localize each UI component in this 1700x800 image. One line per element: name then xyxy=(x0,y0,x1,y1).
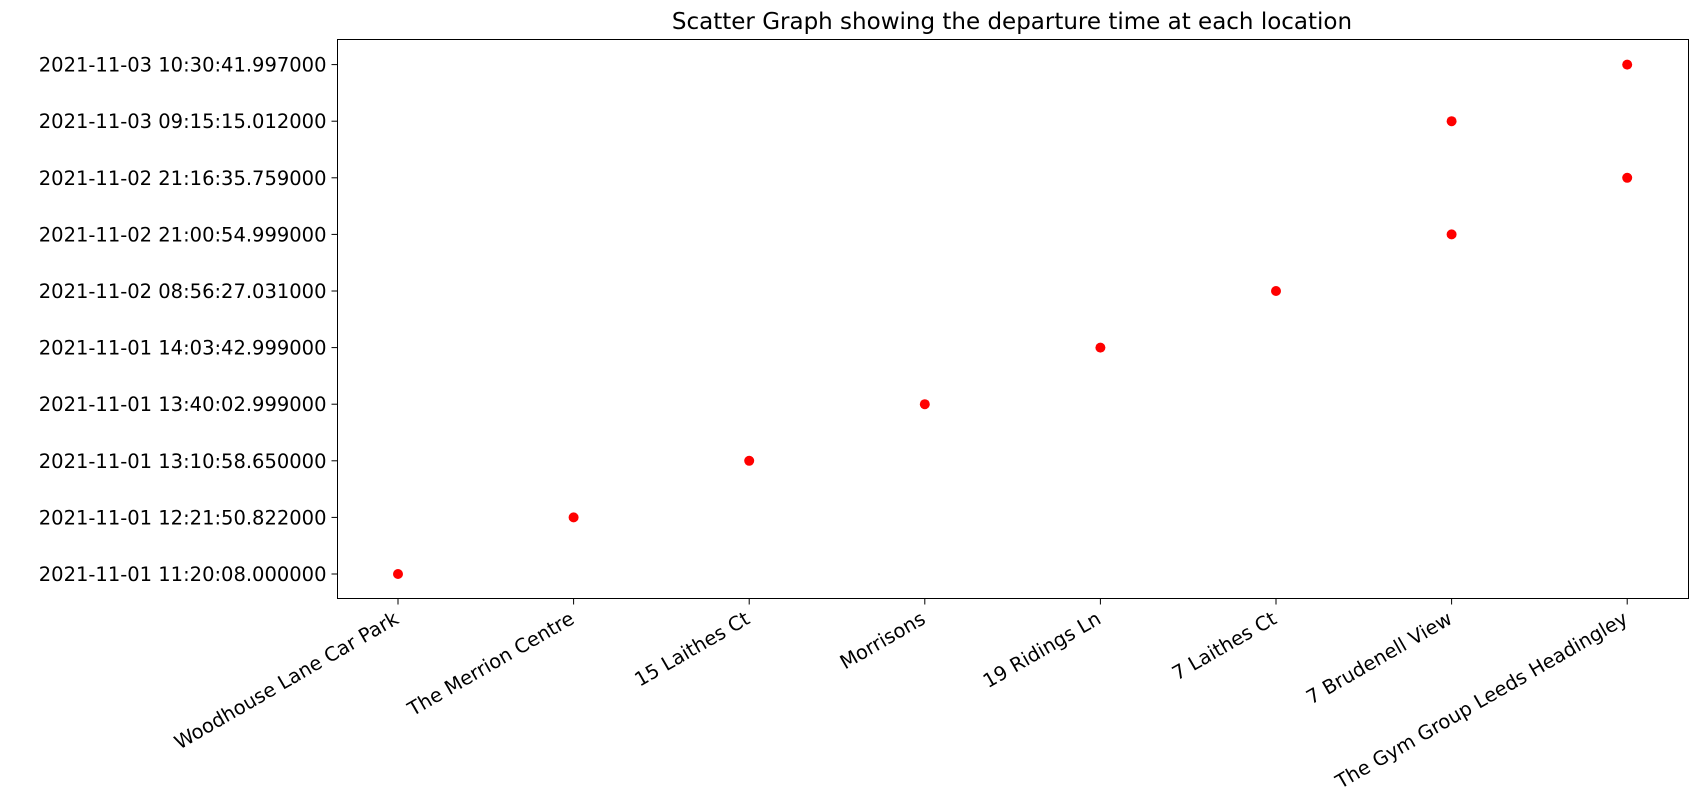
y-tick-label: 2021-11-03 10:30:41.997000 xyxy=(39,54,327,77)
x-tick-label: The Merrion Centre xyxy=(403,607,578,721)
x-tick-label: Woodhouse Lane Car Park xyxy=(170,607,403,755)
scatter-point xyxy=(393,569,403,579)
y-tick-label: 2021-11-01 14:03:42.999000 xyxy=(39,337,327,360)
scatter-point xyxy=(1446,229,1457,240)
y-tick-label: 2021-11-02 21:00:54.999000 xyxy=(39,223,327,246)
x-tick-label: The Gym Group Leeds Headingley xyxy=(1331,607,1632,794)
scatter-point xyxy=(568,512,579,523)
y-tick-label: 2021-11-01 13:10:58.650000 xyxy=(39,450,327,473)
y-tick-label: 2021-11-02 21:16:35.759000 xyxy=(39,167,327,190)
y-tick-label: 2021-11-02 08:56:27.031000 xyxy=(39,280,327,303)
x-tick-label: 15 Laithes Ct xyxy=(631,607,754,692)
x-tick-label: 7 Brudenell View xyxy=(1302,607,1456,709)
scatter-point xyxy=(919,399,930,410)
y-tick-label: 2021-11-03 09:15:15.012000 xyxy=(39,110,327,133)
y-tick-label: 2021-11-01 11:20:08.000000 xyxy=(39,563,327,586)
scatter-point xyxy=(1446,116,1457,127)
scatter-point xyxy=(1622,59,1633,70)
x-tick-label: Morrisons xyxy=(836,607,929,674)
y-tick-label: 2021-11-01 12:21:50.822000 xyxy=(39,506,327,529)
scatter-point xyxy=(1622,172,1633,183)
plot-area-frame xyxy=(337,39,1689,599)
scatter-point xyxy=(744,455,755,466)
data-points xyxy=(393,59,1633,579)
scatter-point xyxy=(1095,342,1106,353)
scatter-point xyxy=(1271,286,1281,296)
y-tick-label: 2021-11-01 13:40:02.999000 xyxy=(39,393,327,416)
chart-title: Scatter Graph showing the departure time… xyxy=(672,9,1352,35)
x-axis: Woodhouse Lane Car Park The Merrion Centr… xyxy=(170,598,1632,794)
y-axis: 2021-11-01 11:20:08.000000 2021-11-01 12:… xyxy=(39,54,338,586)
x-tick-label: 7 Laithes Ct xyxy=(1168,607,1281,685)
x-tick-label: 19 Ridings Ln xyxy=(979,607,1105,693)
